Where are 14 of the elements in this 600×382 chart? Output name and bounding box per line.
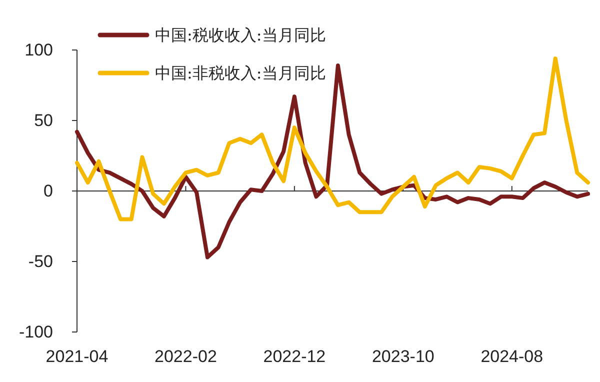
y-tick-label: 0 <box>44 182 53 200</box>
x-tick-label: 2021-04 <box>46 347 108 366</box>
legend-label: 中国:税收收入:当月同比 <box>155 26 326 44</box>
y-tick-label: -100 <box>18 322 53 342</box>
y-tick-label: 50 <box>34 111 53 130</box>
x-tick-label: 2023-10 <box>372 347 434 366</box>
y-tick-label: -50 <box>28 252 53 271</box>
x-tick-label: 2022-02 <box>154 347 217 366</box>
y-tick-label: 100 <box>24 40 53 60</box>
x-tick-label: 2022-12 <box>263 347 326 366</box>
line-series <box>75 56 590 222</box>
legend-label: 中国:非税收入:当月同比 <box>155 64 326 82</box>
x-tick-label: 2024-08 <box>480 347 544 366</box>
line-series <box>75 64 590 260</box>
